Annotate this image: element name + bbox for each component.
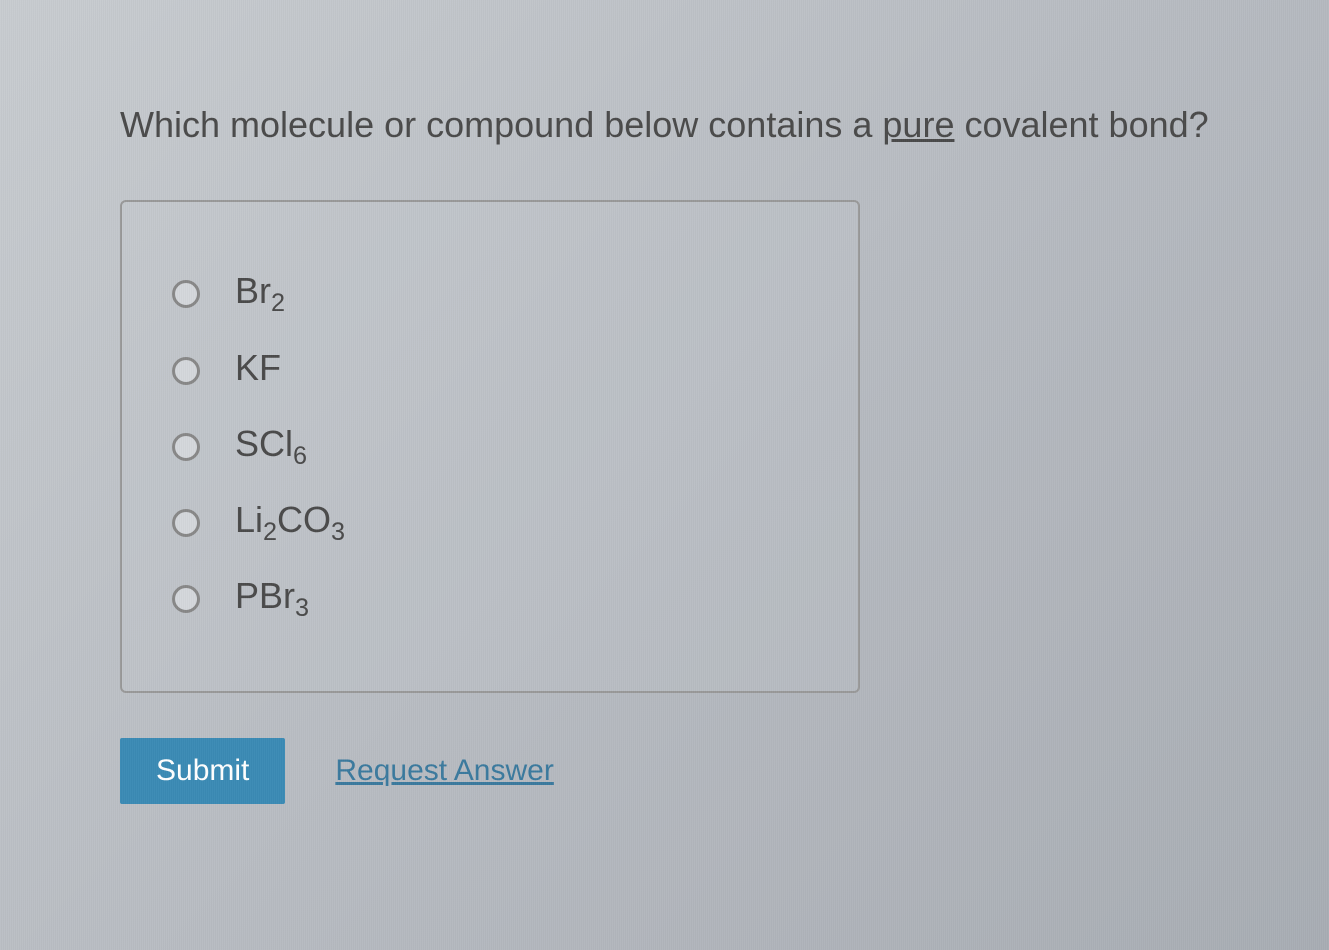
option-base: PBr xyxy=(235,575,295,616)
request-answer-link[interactable]: Request Answer xyxy=(335,754,553,788)
option-row-br2[interactable]: Br2 xyxy=(172,270,808,318)
option-row-kf[interactable]: KF xyxy=(172,347,808,395)
option-sub: 2 xyxy=(271,290,285,318)
radio-icon[interactable] xyxy=(172,357,200,385)
question-underlined: pure xyxy=(882,104,954,145)
question-container: Which molecule or compound below contain… xyxy=(0,0,1329,804)
option-base2: CO xyxy=(277,499,331,540)
option-base: KF xyxy=(235,347,281,388)
radio-icon[interactable] xyxy=(172,280,200,308)
option-sub: 3 xyxy=(295,594,309,622)
option-label: Li2CO3 xyxy=(235,499,345,547)
option-sub: 2 xyxy=(263,518,277,546)
radio-icon[interactable] xyxy=(172,585,200,613)
option-base: Li xyxy=(235,499,263,540)
options-box: Br2 KF SCl6 Li2CO3 PBr3 xyxy=(120,200,860,693)
option-base: Br xyxy=(235,270,271,311)
option-label: SCl6 xyxy=(235,423,307,471)
button-row: Submit Request Answer xyxy=(120,738,1209,804)
option-label: KF xyxy=(235,347,281,395)
radio-icon[interactable] xyxy=(172,433,200,461)
option-row-pbr3[interactable]: PBr3 xyxy=(172,575,808,623)
question-prefix: Which molecule or compound below contain… xyxy=(120,104,882,145)
question-text: Which molecule or compound below contain… xyxy=(120,100,1209,150)
radio-icon[interactable] xyxy=(172,509,200,537)
submit-button[interactable]: Submit xyxy=(120,738,285,804)
question-suffix: covalent bond? xyxy=(954,104,1208,145)
option-label: PBr3 xyxy=(235,575,309,623)
option-sub2: 3 xyxy=(331,518,345,546)
option-row-scl6[interactable]: SCl6 xyxy=(172,423,808,471)
option-sub: 6 xyxy=(293,442,307,470)
option-base: SCl xyxy=(235,423,293,464)
option-label: Br2 xyxy=(235,270,285,318)
option-row-li2co3[interactable]: Li2CO3 xyxy=(172,499,808,547)
